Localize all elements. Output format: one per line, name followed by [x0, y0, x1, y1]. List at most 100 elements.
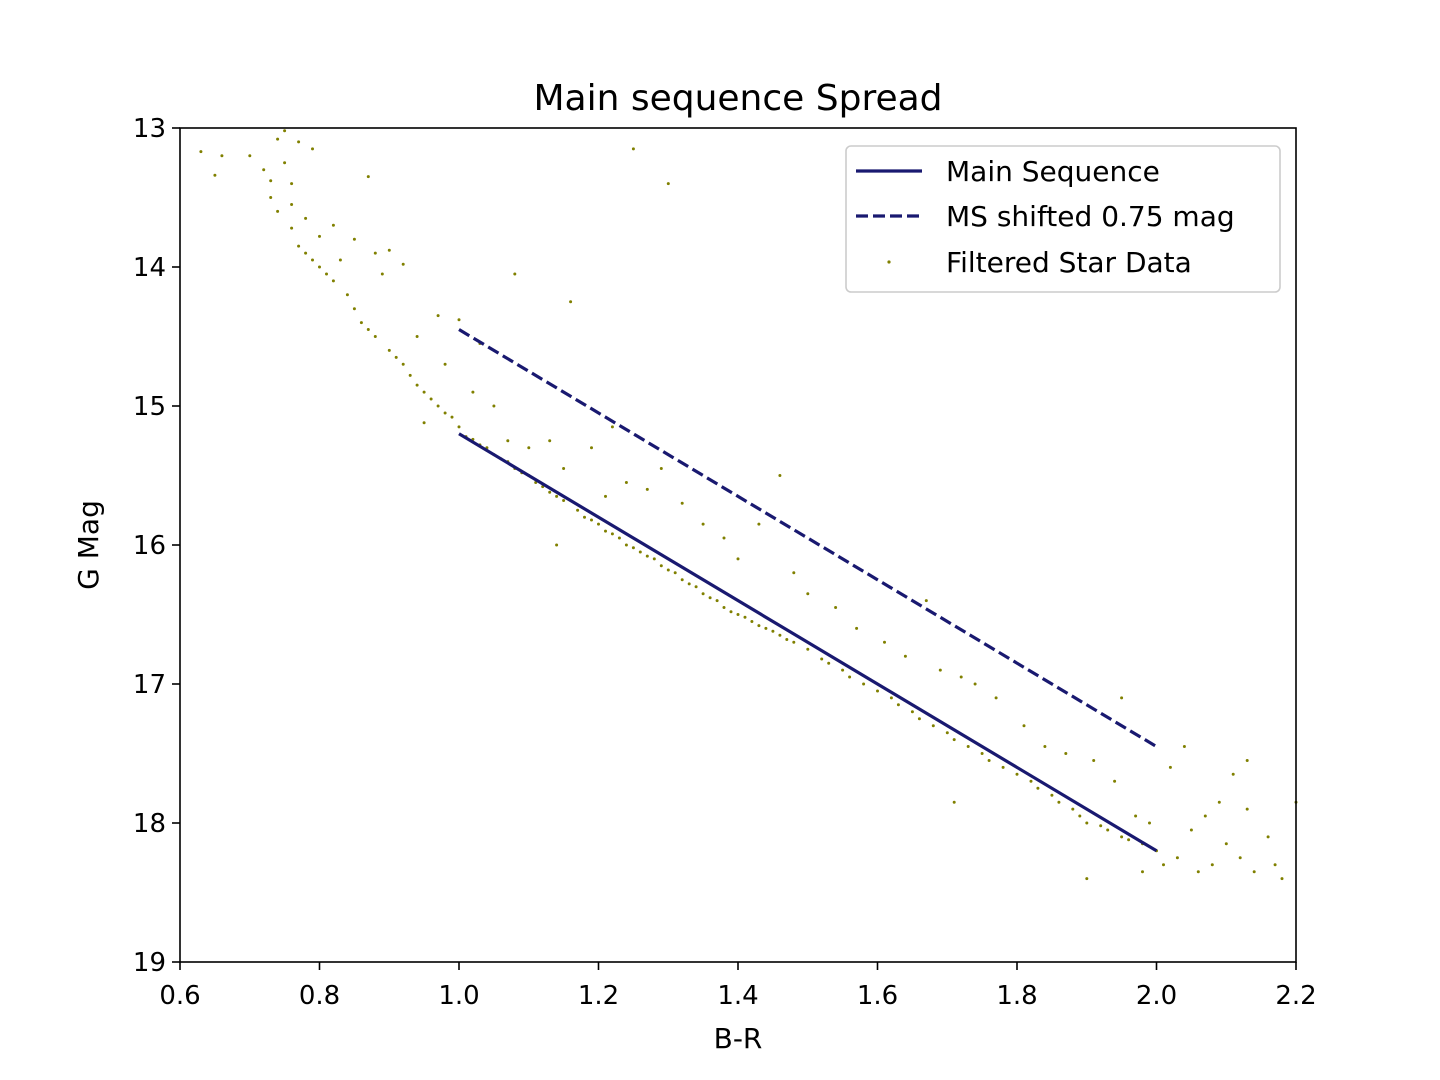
star-point	[304, 251, 308, 255]
star-point	[959, 675, 963, 679]
star-point	[1168, 765, 1172, 769]
star-point	[597, 522, 600, 526]
star-point	[422, 421, 426, 425]
legend-box	[845, 145, 1281, 293]
star-point	[345, 293, 349, 297]
star-point	[352, 237, 356, 241]
star-point	[304, 216, 308, 220]
star-point	[457, 425, 461, 429]
y-tick-label: 17	[133, 670, 166, 700]
star-point	[1175, 856, 1179, 860]
star-point	[666, 182, 670, 186]
star-point	[443, 411, 447, 415]
star-point	[1120, 835, 1124, 839]
x-tick-label: 2.0	[1136, 981, 1177, 1011]
star-point	[199, 150, 203, 154]
star-point	[1057, 800, 1061, 804]
star-point	[1015, 772, 1019, 776]
star-point	[1196, 870, 1200, 874]
star-point	[848, 675, 852, 679]
star-point	[576, 508, 580, 512]
star-point	[736, 613, 740, 616]
star-point	[1141, 870, 1144, 874]
star-point	[450, 415, 454, 419]
star-point	[604, 494, 607, 498]
star-point	[1134, 814, 1138, 818]
star-point	[555, 543, 559, 547]
star-point	[834, 606, 838, 609]
star-point	[422, 390, 426, 394]
star-point	[855, 626, 859, 630]
star-point	[778, 633, 782, 637]
star-point	[1217, 800, 1221, 804]
star-point	[492, 404, 496, 408]
star-point	[283, 161, 287, 165]
star-point	[645, 554, 649, 558]
star-point	[352, 307, 356, 311]
star-point	[290, 203, 294, 206]
star-point	[931, 724, 935, 728]
star-point	[1085, 877, 1089, 881]
star-point	[680, 578, 684, 582]
star-point	[645, 487, 649, 491]
star-point	[429, 397, 433, 401]
star-point	[562, 467, 566, 470]
star-point	[1245, 759, 1249, 762]
star-point	[276, 137, 280, 141]
star-point	[1106, 828, 1110, 832]
x-tick-label: 0.8	[299, 981, 340, 1011]
star-point	[1085, 821, 1089, 825]
star-point	[785, 638, 789, 641]
star-point	[1078, 814, 1082, 818]
star-point	[590, 446, 593, 450]
star-point	[729, 610, 733, 614]
y-axis-label: G Mag	[72, 500, 105, 590]
y-tick-label: 14	[133, 253, 166, 283]
star-point	[764, 626, 768, 630]
star-point	[673, 571, 677, 575]
star-point	[604, 529, 607, 533]
star-point	[1266, 835, 1270, 839]
star-point	[366, 328, 370, 331]
star-point	[373, 251, 377, 255]
star-point	[1120, 696, 1124, 700]
star-point	[311, 147, 314, 151]
star-point	[903, 654, 907, 658]
star-point	[269, 196, 273, 199]
star-point	[624, 481, 628, 484]
star-point	[1162, 863, 1165, 867]
x-axis-ticks: 0.6 0.8 1.0 1.2 1.4 1.6 1.8 2.0 2.2	[159, 962, 1317, 1011]
star-point	[757, 522, 761, 526]
star-point	[652, 557, 656, 561]
star-point	[722, 536, 726, 540]
y-tick-label: 19	[133, 948, 166, 978]
star-point	[1036, 786, 1040, 790]
star-point	[1203, 814, 1207, 818]
x-tick-label: 1.4	[717, 981, 758, 1011]
chart-title: Main sequence Spread	[533, 78, 942, 119]
star-point	[290, 226, 294, 230]
star-point	[715, 599, 719, 603]
star-point	[325, 272, 328, 276]
y-tick-label: 15	[133, 392, 166, 422]
star-point	[1273, 863, 1277, 867]
star-point	[701, 592, 705, 596]
star-point	[220, 154, 224, 158]
star-point	[966, 745, 970, 748]
star-point	[401, 362, 405, 366]
star-point	[1148, 821, 1151, 825]
star-point	[987, 759, 991, 762]
star-point	[1113, 779, 1117, 783]
star-point	[283, 129, 287, 133]
star-point	[387, 248, 391, 252]
star-point	[624, 543, 628, 547]
star-point	[1099, 824, 1103, 828]
star-point	[555, 494, 559, 498]
star-point	[415, 383, 419, 387]
star-point	[952, 738, 956, 742]
y-axis-ticks: 13 14 15 16 17 18 19	[133, 114, 180, 978]
x-tick-label: 1.8	[996, 981, 1037, 1011]
star-point	[1182, 745, 1186, 748]
